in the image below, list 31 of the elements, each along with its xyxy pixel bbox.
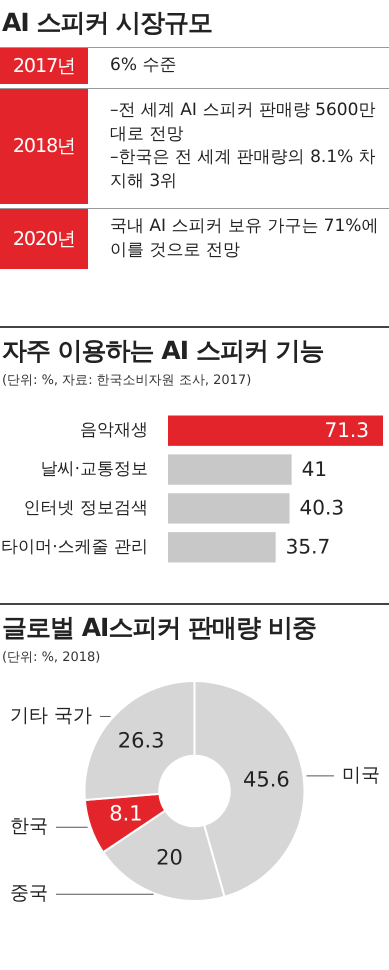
slice-label: 중국 <box>10 882 48 904</box>
chart-subtitle: (단위: %, 자료: 한국소비자원 조사, 2017) <box>1 372 252 389</box>
slice-label: 한국 <box>10 815 48 838</box>
bar <box>168 493 290 524</box>
slice-label: 미국 <box>342 764 380 786</box>
category-label: 2017년 <box>0 48 88 84</box>
category-label: 2020년 <box>0 208 88 269</box>
bar <box>168 454 292 485</box>
y-tick-label: 인터넷 정보검색 <box>24 498 148 518</box>
chart-title: 글로벌 AI스피커 판매량 비중 <box>1 612 317 644</box>
bar <box>168 532 276 563</box>
text: –전 세계 AI 스피커 판매량 5600만대로 전망 –한국은 전 세계 판매량의 8.1% 차지해 3위 <box>109 98 377 194</box>
chart-title: 자주 이용하는 AI 스피커 기능 <box>1 335 324 367</box>
text: AI 스피커 시장규모 <box>1 7 214 39</box>
y-tick-label: 날씨·교통정보 <box>40 458 148 479</box>
data-label: 40.3 <box>300 496 344 520</box>
bar <box>168 415 383 446</box>
text: 6% 수준 <box>109 54 178 77</box>
y-tick-label: 타이머·스케줄 관리 <box>1 536 148 557</box>
data-label: 45.6 <box>243 767 290 792</box>
slice-label: 기타 국가 <box>10 704 92 726</box>
data-label: 26.3 <box>118 728 164 752</box>
data-label: 35.7 <box>286 534 330 559</box>
y-tick-label: 음악재생 <box>80 420 148 440</box>
data-label: 20 <box>156 846 183 870</box>
data-label: 41 <box>302 456 328 481</box>
data-label: 8.1 <box>109 801 143 826</box>
chart-subtitle: (단위: %, 2018) <box>1 649 102 666</box>
text: 국내 AI 스피커 보유 가구는 71%에 이를 것으로 전망 <box>109 214 380 262</box>
data-label: 71.3 <box>324 418 369 442</box>
category-label: 2018년 <box>0 88 88 204</box>
